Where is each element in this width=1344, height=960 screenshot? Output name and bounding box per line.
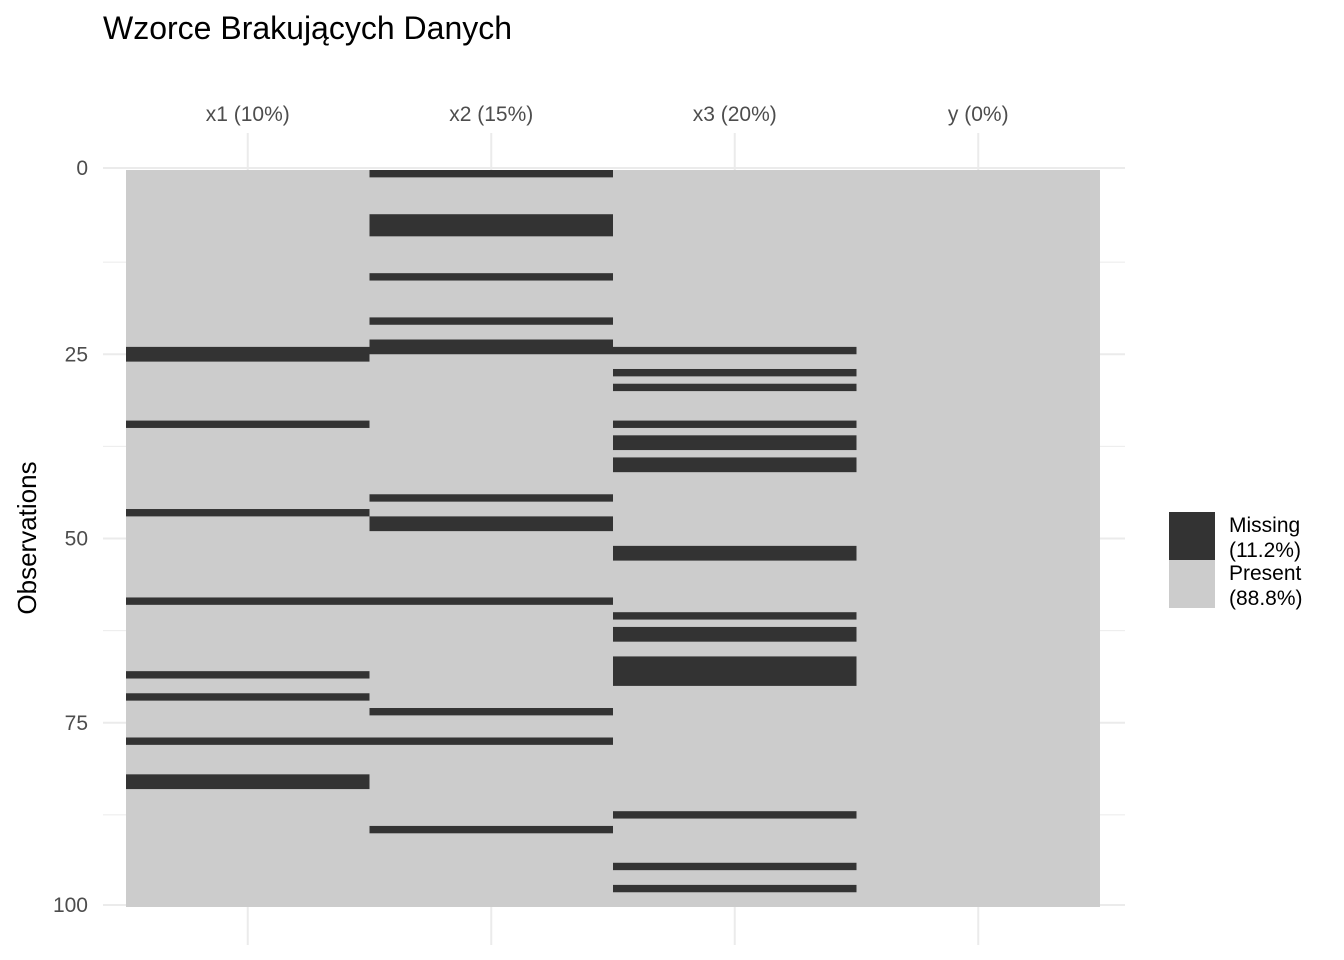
missing-tile bbox=[126, 346, 370, 362]
y-tick-label: 25 bbox=[65, 343, 88, 366]
x-axis-labels: x1 (10%) x2 (15%) x3 (20%) y (0%) bbox=[206, 103, 1009, 126]
missing-tile bbox=[369, 516, 613, 532]
y-tick-label: 75 bbox=[65, 712, 88, 735]
missing-tile bbox=[126, 420, 370, 428]
missing-tile bbox=[613, 612, 857, 620]
heatmap-tiles bbox=[126, 170, 1100, 907]
missing-tile bbox=[369, 597, 613, 605]
missing-tile bbox=[369, 825, 613, 834]
x-tick-label: x3 (20%) bbox=[693, 103, 777, 126]
missing-tile bbox=[126, 693, 370, 701]
missing-tile bbox=[369, 339, 613, 355]
missing-tile bbox=[613, 545, 857, 561]
missing-tile bbox=[126, 774, 370, 790]
missing-tile bbox=[126, 671, 370, 679]
missing-tile bbox=[613, 435, 857, 451]
x-tick-label: x2 (15%) bbox=[449, 103, 533, 126]
missing-tile bbox=[126, 597, 370, 605]
legend-label-present-pct: (88.8%) bbox=[1229, 587, 1303, 610]
missing-tile bbox=[613, 862, 857, 871]
missing-tile bbox=[369, 317, 613, 325]
legend-label-missing: Missing bbox=[1229, 514, 1300, 537]
x-tick-label: y (0%) bbox=[948, 103, 1009, 126]
missing-tile bbox=[369, 170, 613, 178]
missing-tile bbox=[126, 737, 370, 745]
legend-label-missing-pct: (11.2%) bbox=[1229, 539, 1301, 562]
y-tick-label: 100 bbox=[53, 894, 88, 917]
missing-tile bbox=[613, 884, 857, 893]
missing-tile bbox=[369, 737, 613, 745]
missing-tile bbox=[369, 214, 613, 237]
y-axis-title: Observations bbox=[12, 461, 42, 614]
missing-tile bbox=[369, 708, 613, 716]
missing-tile bbox=[369, 494, 613, 502]
missing-tile bbox=[613, 656, 857, 686]
legend-key-present bbox=[1169, 560, 1215, 608]
y-tick-label: 50 bbox=[65, 528, 88, 551]
missing-tile bbox=[613, 457, 857, 473]
legend: Missing(11.2%)Present(88.8%) bbox=[1169, 512, 1303, 610]
x-tick-label: x1 (10%) bbox=[206, 103, 290, 126]
chart-title: Wzorce Brakujących Danych bbox=[103, 10, 513, 46]
missing-tile bbox=[613, 368, 857, 377]
legend-key-missing bbox=[1169, 512, 1215, 560]
missing-tile bbox=[126, 509, 370, 517]
missing-tile bbox=[613, 346, 857, 355]
missing-tile bbox=[369, 273, 613, 281]
missing-tile bbox=[613, 626, 857, 642]
y-tick-label: 0 bbox=[76, 157, 88, 180]
missing-tile bbox=[613, 420, 857, 428]
missing-tile bbox=[613, 811, 857, 819]
legend-label-present: Present bbox=[1229, 562, 1302, 585]
missing-tile bbox=[613, 383, 857, 392]
y-axis-labels: 0 25 50 75 100 bbox=[53, 157, 88, 917]
